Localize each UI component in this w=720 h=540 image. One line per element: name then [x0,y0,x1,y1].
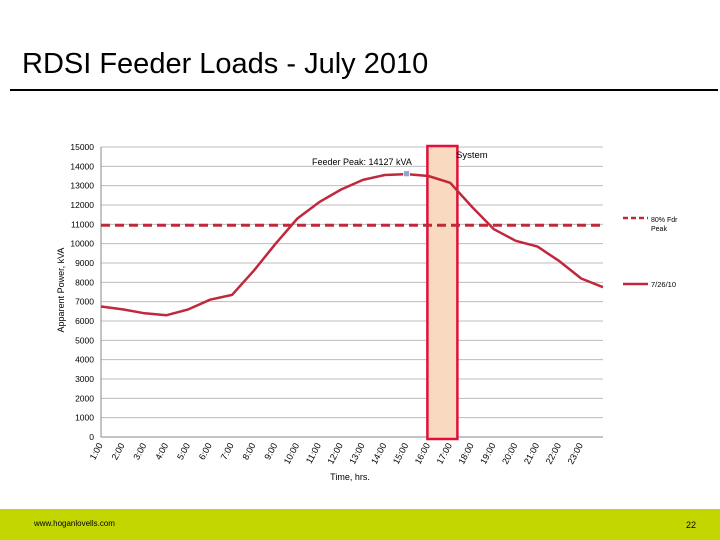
x-tick-label: 8:00 [240,441,257,461]
y-tick-label: 12000 [70,200,94,210]
legend-label-80pct: 80% Fdr Peak [651,217,678,233]
y-tick-label: 15000 [70,142,94,152]
y-tick-label: 5000 [75,335,94,345]
x-tick-label: 3:00 [131,441,148,461]
series-line-7-26-10 [100,172,604,317]
x-tick-label: 10:00 [282,441,301,466]
y-tick-label: 3000 [75,374,94,384]
y-tick-label: 1000 [75,413,94,423]
x-tick-label: 23:00 [566,441,585,466]
y-tick-label: 11000 [71,219,94,229]
y-tick-label: 13000 [70,181,94,191]
x-tick-label: 16:00 [413,441,432,466]
x-tick-label: 15:00 [391,441,410,466]
x-tick-label: 20:00 [500,441,519,466]
x-tick-label: 12:00 [325,441,344,466]
x-tick-label: 11:00 [304,441,323,465]
x-tick-label: 6:00 [197,441,214,461]
y-axis-label: Apparent Power, kVA [56,248,66,333]
x-tick-label: 1:00 [88,441,105,461]
y-tick-label: 9000 [75,258,94,268]
page-number: 22 [686,520,697,530]
x-tick-label: 13:00 [347,441,366,466]
x-tick-label: 21:00 [522,441,541,466]
title-underline [10,89,718,91]
x-tick-label: 18:00 [456,441,475,466]
legend-label-series: 7/26/10 [651,280,676,289]
y-tick-label: 14000 [70,161,94,171]
footer-bar: www.hoganlovells.com 22 [0,509,720,540]
feeder-load-chart: 0 1000 2000 3000 4000 5000 6000 7000 8000 9000 100… [56,142,678,482]
y-tick-label: 0 [89,432,94,442]
x-axis-label: Time, hrs. [330,472,370,482]
x-tick-label: 14:00 [369,441,388,466]
footer-url: www.hoganlovells.com [34,519,115,528]
y-tick-label: 7000 [75,297,94,307]
system-label: System [456,150,488,161]
x-tick-label: 9:00 [262,441,279,461]
y-tick-label: 10000 [70,239,94,249]
y-tick-label: 4000 [75,355,94,365]
slide-title: RDSI Feeder Loads - July 2010 [22,48,429,80]
x-tick-label: 2:00 [110,441,127,461]
feeder-peak-marker [403,170,410,178]
x-tick-label: 7:00 [219,441,236,461]
y-tick-label: 2000 [75,393,94,403]
y-tick-label: 8000 [75,277,94,287]
x-tick-label: 17:00 [435,441,454,466]
feeder-peak-label: Feeder Peak: 14127 kVA [312,157,412,167]
y-tick-label: 6000 [75,316,94,326]
system-peak-highlight [426,144,459,441]
x-tick-label: 5:00 [175,441,192,461]
x-tick-label: 19:00 [478,441,497,466]
x-tick-label: 4:00 [153,441,170,461]
x-tick-label: 22:00 [544,441,563,466]
